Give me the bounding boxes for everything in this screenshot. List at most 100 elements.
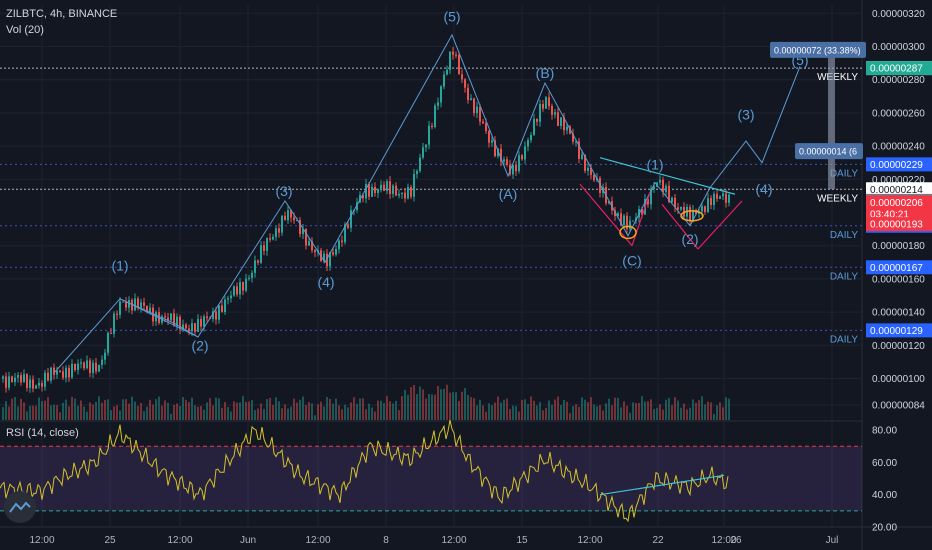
candle-body <box>50 367 52 381</box>
volume-bar <box>710 402 712 420</box>
volume-bar <box>680 407 682 420</box>
candle-body <box>566 126 568 131</box>
volume-bar <box>35 405 37 420</box>
candle-body <box>365 184 367 199</box>
volume-bar <box>125 399 127 420</box>
volume-bar <box>137 405 139 420</box>
candle-body <box>296 220 298 222</box>
volume-bar <box>728 398 730 420</box>
candle-body <box>680 207 682 210</box>
volume-bar <box>197 406 199 420</box>
volume-bar <box>350 402 352 420</box>
volume-bar <box>440 389 442 420</box>
price-tick-label: 0.00000240 <box>872 142 925 153</box>
candle-body <box>107 332 109 353</box>
volume-bar <box>428 393 430 420</box>
volume-bar <box>626 405 628 420</box>
volume-bar <box>356 403 358 420</box>
level-label: WEEKLY <box>817 193 858 204</box>
volume-bar <box>467 395 469 420</box>
rsi-band <box>0 446 862 511</box>
candle-body <box>326 253 328 267</box>
candle-body <box>260 245 262 263</box>
candle-body <box>494 140 496 157</box>
time-tick-label: 15 <box>516 535 528 546</box>
volume-bar <box>416 394 418 420</box>
symbol-title[interactable]: ZILBTC, 4h, BINANCE <box>6 8 118 20</box>
candle-body <box>236 286 238 295</box>
candle-body <box>389 181 391 194</box>
level-label: DAILY <box>830 230 858 241</box>
candle-body <box>11 376 13 382</box>
candle-body <box>221 305 223 313</box>
volume-bar <box>593 404 595 420</box>
volume-bar <box>89 402 91 420</box>
candle-body <box>176 316 178 326</box>
volume-bar <box>68 406 70 420</box>
volume-bar <box>47 397 49 420</box>
candle-body <box>473 98 475 114</box>
candle-body <box>335 249 337 255</box>
candle-body <box>620 213 622 226</box>
candle-body <box>551 106 553 115</box>
volume-bar <box>590 397 592 420</box>
candle-body <box>443 74 445 87</box>
candle-body <box>233 286 235 296</box>
wave-label: (1) <box>111 258 128 274</box>
volume-bar <box>200 406 202 420</box>
candle-body <box>206 316 208 318</box>
volume-bar <box>647 401 649 420</box>
volume-bar <box>242 396 244 420</box>
volume-bar <box>374 411 376 420</box>
wedge-line-end <box>697 200 743 250</box>
candle-body <box>44 372 46 387</box>
candle-body <box>476 106 478 114</box>
volume-bar <box>332 403 334 420</box>
tradingview-logo-icon[interactable] <box>4 491 36 523</box>
volume-bar <box>38 397 40 420</box>
candle-body <box>425 144 427 148</box>
wave-label: (2) <box>681 231 698 247</box>
volume-bar <box>446 384 448 420</box>
volume-label[interactable]: Vol (20) <box>6 24 44 36</box>
volume-bar <box>251 400 253 420</box>
candle-body <box>413 173 415 197</box>
volume-bar <box>188 402 190 420</box>
candle-body <box>584 154 586 171</box>
time-tick-label: 12:00 <box>305 535 330 546</box>
candle-body <box>533 118 535 136</box>
time-tick-label: Jul <box>826 535 839 546</box>
volume-bar <box>671 405 673 420</box>
candle-body <box>35 385 37 389</box>
volume-bar <box>533 400 535 420</box>
volume-bar <box>101 402 103 420</box>
candle-body <box>143 302 145 306</box>
volume-bar <box>293 398 295 420</box>
volume-bar <box>287 408 289 420</box>
volume-bar <box>155 399 157 420</box>
volume-bar <box>92 404 94 420</box>
rsi-label[interactable]: RSI (14, close) <box>6 427 79 439</box>
candle-body <box>668 185 670 203</box>
volume-bar <box>83 406 85 420</box>
time-tick-label: 12:00 <box>29 535 54 546</box>
volume-bar <box>59 412 61 420</box>
volume-bar <box>398 410 400 420</box>
level-price-tag <box>866 182 932 197</box>
candle-body <box>707 198 709 213</box>
volume-bar <box>179 406 181 420</box>
volume-bar <box>107 399 109 420</box>
volume-bar <box>260 403 262 420</box>
candle-body <box>356 202 358 211</box>
candle-body <box>188 328 190 332</box>
volume-bar <box>455 392 457 420</box>
wave-2-line <box>119 298 199 338</box>
candle-body <box>137 298 139 308</box>
candle-body <box>512 165 514 175</box>
candle-body <box>728 194 730 203</box>
price-tick-label: 0.00000260 <box>872 108 925 119</box>
candle-body <box>569 126 571 134</box>
volume-bar <box>473 398 475 420</box>
candle-body <box>29 379 31 388</box>
